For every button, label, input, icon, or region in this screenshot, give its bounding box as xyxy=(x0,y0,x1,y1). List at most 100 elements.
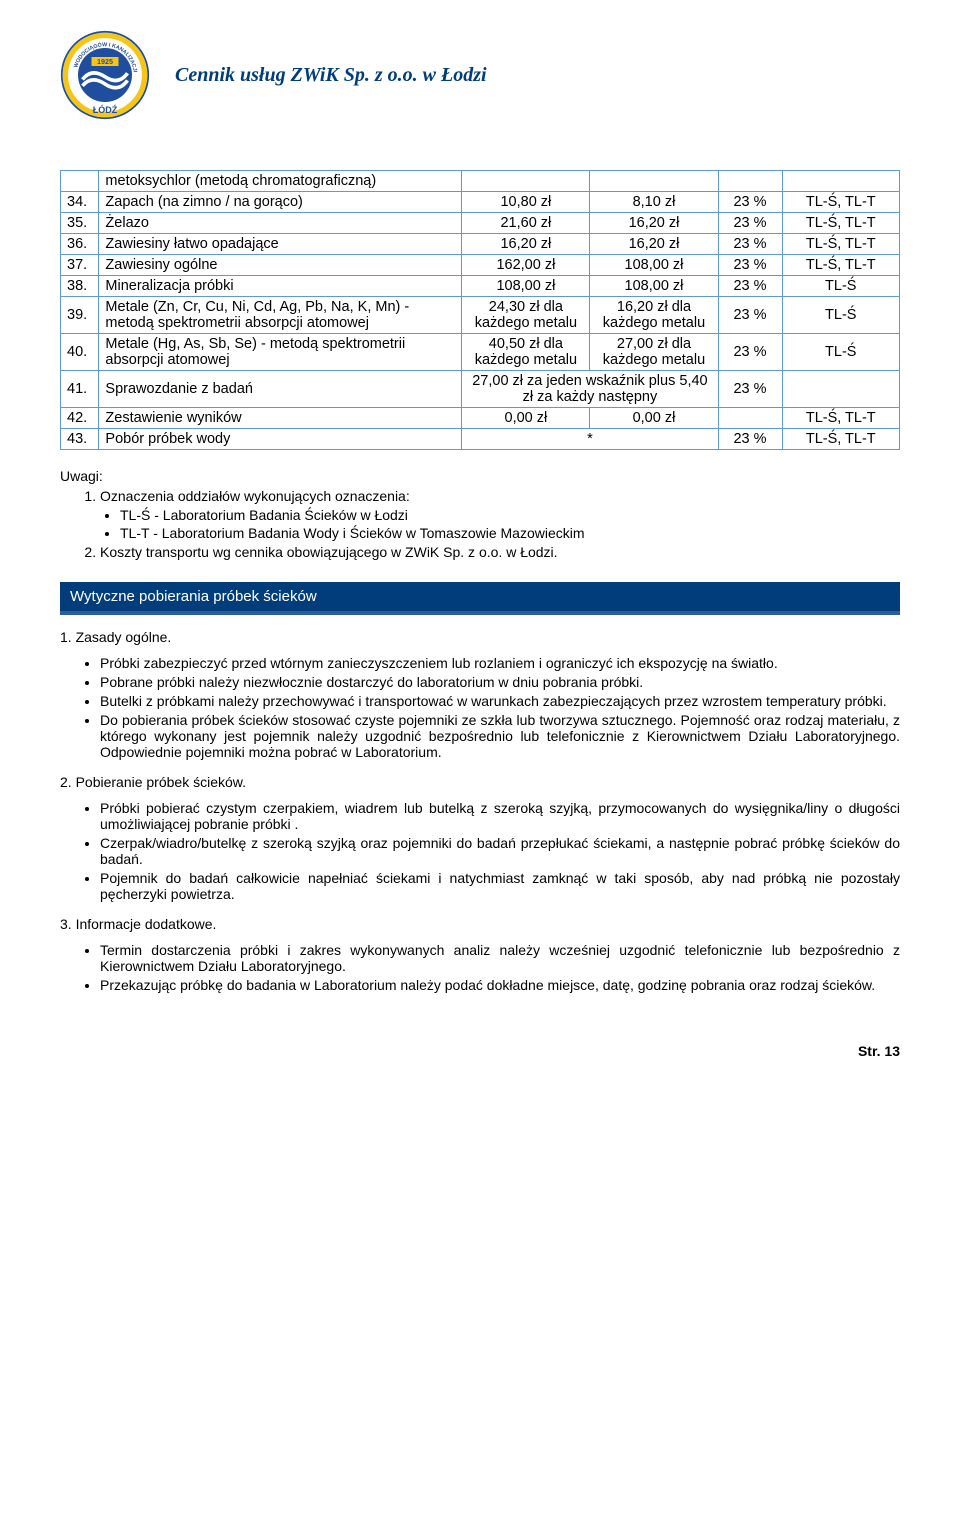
row-number xyxy=(61,171,99,192)
row-number: 35. xyxy=(61,213,99,234)
row-value-2: 27,00 zł dla każdego metalu xyxy=(590,334,718,371)
row-description: Metale (Hg, As, Sb, Se) - metodą spektro… xyxy=(99,334,462,371)
row-lab: TL-Ś, TL-T xyxy=(782,213,899,234)
bullet-item: Pobrane próbki należy niezwłocznie dosta… xyxy=(100,674,900,690)
row-number: 34. xyxy=(61,192,99,213)
notes-section: Uwagi: Oznaczenia oddziałów wykonujących… xyxy=(60,468,900,560)
note-1-subitem: TL-T - Laboratorium Badania Wody i Ściek… xyxy=(120,525,900,541)
row-lab: TL-Ś xyxy=(782,297,899,334)
section-3-title: 3. Informacje dodatkowe. xyxy=(60,916,900,932)
row-description: Żelazo xyxy=(99,213,462,234)
row-number: 36. xyxy=(61,234,99,255)
logo: 1925 ŁÓDŹ WODOCIĄGÓW I KANALIZACJI xyxy=(60,30,150,120)
row-value-2 xyxy=(590,171,718,192)
row-merged-value: * xyxy=(462,429,718,450)
row-value-1: 40,50 zł dla każdego metalu xyxy=(462,334,590,371)
row-value-1: 0,00 zł xyxy=(462,408,590,429)
row-value-1 xyxy=(462,171,590,192)
page-header: 1925 ŁÓDŹ WODOCIĄGÓW I KANALIZACJI Cenni… xyxy=(60,30,900,120)
table-row: 42.Zestawienie wyników0,00 zł0,00 złTL-Ś… xyxy=(61,408,900,429)
bullet-item: Termin dostarczenia próbki i zakres wyko… xyxy=(100,942,900,974)
row-number: 42. xyxy=(61,408,99,429)
row-number: 43. xyxy=(61,429,99,450)
row-number: 39. xyxy=(61,297,99,334)
row-value-2: 16,20 zł xyxy=(590,213,718,234)
table-row: 36.Zawiesiny łatwo opadające16,20 zł16,2… xyxy=(61,234,900,255)
row-lab: TL-Ś, TL-T xyxy=(782,255,899,276)
row-percent: 23 % xyxy=(718,429,782,450)
table-row: metoksychlor (metodą chromatograficzną) xyxy=(61,171,900,192)
page-footer: Str. 13 xyxy=(60,1043,900,1059)
bullet-item: Czerpak/wiadro/butelkę z szeroką szyjką … xyxy=(100,835,900,867)
row-lab: TL-Ś xyxy=(782,276,899,297)
row-description: Pobór próbek wody xyxy=(99,429,462,450)
section-1-bullets: Próbki zabezpieczyć przed wtórnym zaniec… xyxy=(100,655,900,760)
row-value-2: 16,20 zł dla każdego metalu xyxy=(590,297,718,334)
table-row: 41.Sprawozdanie z badań27,00 zł za jeden… xyxy=(61,371,900,408)
row-lab: TL-Ś, TL-T xyxy=(782,429,899,450)
note-1-sublist: TL-Ś - Laboratorium Badania Ścieków w Ło… xyxy=(120,507,900,541)
row-description: Zawiesiny łatwo opadające xyxy=(99,234,462,255)
row-percent: 23 % xyxy=(718,213,782,234)
note-1-subitem: TL-Ś - Laboratorium Badania Ścieków w Ło… xyxy=(120,507,900,523)
bullet-item: Próbki zabezpieczyć przed wtórnym zaniec… xyxy=(100,655,900,671)
row-description: Sprawozdanie z badań xyxy=(99,371,462,408)
section-banner: Wytyczne pobierania próbek ścieków xyxy=(60,582,900,615)
row-percent: 23 % xyxy=(718,334,782,371)
row-lab: TL-Ś, TL-T xyxy=(782,408,899,429)
note-1-text: Oznaczenia oddziałów wykonujących oznacz… xyxy=(100,488,410,504)
row-percent: 23 % xyxy=(718,192,782,213)
row-percent: 23 % xyxy=(718,297,782,334)
row-value-1: 10,80 zł xyxy=(462,192,590,213)
svg-text:ŁÓDŹ: ŁÓDŹ xyxy=(93,104,118,115)
row-percent xyxy=(718,171,782,192)
row-percent: 23 % xyxy=(718,371,782,408)
row-percent: 23 % xyxy=(718,234,782,255)
row-number: 41. xyxy=(61,371,99,408)
bullet-item: Próbki pobierać czystym czerpakiem, wiad… xyxy=(100,800,900,832)
row-percent xyxy=(718,408,782,429)
row-value-2: 16,20 zł xyxy=(590,234,718,255)
note-item-2: Koszty transportu wg cennika obowiązując… xyxy=(100,544,900,560)
row-percent: 23 % xyxy=(718,255,782,276)
note-item-1: Oznaczenia oddziałów wykonujących oznacz… xyxy=(100,488,900,541)
row-percent: 23 % xyxy=(718,276,782,297)
row-lab: TL-Ś, TL-T xyxy=(782,192,899,213)
row-description: Metale (Zn, Cr, Cu, Ni, Cd, Ag, Pb, Na, … xyxy=(99,297,462,334)
table-row: 40.Metale (Hg, As, Sb, Se) - metodą spek… xyxy=(61,334,900,371)
notes-list: Oznaczenia oddziałów wykonujących oznacz… xyxy=(100,488,900,560)
table-row: 43.Pobór próbek wody*23 %TL-Ś, TL-T xyxy=(61,429,900,450)
row-number: 38. xyxy=(61,276,99,297)
row-lab: TL-Ś, TL-T xyxy=(782,234,899,255)
table-row: 39.Metale (Zn, Cr, Cu, Ni, Cd, Ag, Pb, N… xyxy=(61,297,900,334)
row-lab: TL-Ś xyxy=(782,334,899,371)
table-row: 38.Mineralizacja próbki108,00 zł108,00 z… xyxy=(61,276,900,297)
row-description: Zawiesiny ogólne xyxy=(99,255,462,276)
row-description: metoksychlor (metodą chromatograficzną) xyxy=(99,171,462,192)
table-row: 35.Żelazo21,60 zł16,20 zł23 %TL-Ś, TL-T xyxy=(61,213,900,234)
row-value-1: 108,00 zł xyxy=(462,276,590,297)
row-number: 37. xyxy=(61,255,99,276)
row-value-2: 108,00 zł xyxy=(590,276,718,297)
row-lab xyxy=(782,371,899,408)
bullet-item: Butelki z próbkami należy przechowywać i… xyxy=(100,693,900,709)
notes-heading: Uwagi: xyxy=(60,468,900,484)
row-value-2: 8,10 zł xyxy=(590,192,718,213)
row-value-2: 0,00 zł xyxy=(590,408,718,429)
row-lab xyxy=(782,171,899,192)
bullet-item: Przekazując próbkę do badania w Laborato… xyxy=(100,977,900,993)
section-2-title: 2. Pobieranie próbek ścieków. xyxy=(60,774,900,790)
section-3-bullets: Termin dostarczenia próbki i zakres wyko… xyxy=(100,942,900,993)
row-value-1: 24,30 zł dla każdego metalu xyxy=(462,297,590,334)
row-merged-value: 27,00 zł za jeden wskaźnik plus 5,40 zł … xyxy=(462,371,718,408)
row-description: Zestawienie wyników xyxy=(99,408,462,429)
price-table: metoksychlor (metodą chromatograficzną)3… xyxy=(60,170,900,450)
svg-text:1925: 1925 xyxy=(97,57,113,66)
row-value-1: 16,20 zł xyxy=(462,234,590,255)
bullet-item: Do pobierania próbek ścieków stosować cz… xyxy=(100,712,900,760)
bullet-item: Pojemnik do badań całkowicie napełniać ś… xyxy=(100,870,900,902)
row-description: Zapach (na zimno / na gorąco) xyxy=(99,192,462,213)
header-title: Cennik usług ZWiK Sp. z o.o. w Łodzi xyxy=(175,64,487,87)
row-number: 40. xyxy=(61,334,99,371)
table-row: 34.Zapach (na zimno / na gorąco)10,80 zł… xyxy=(61,192,900,213)
